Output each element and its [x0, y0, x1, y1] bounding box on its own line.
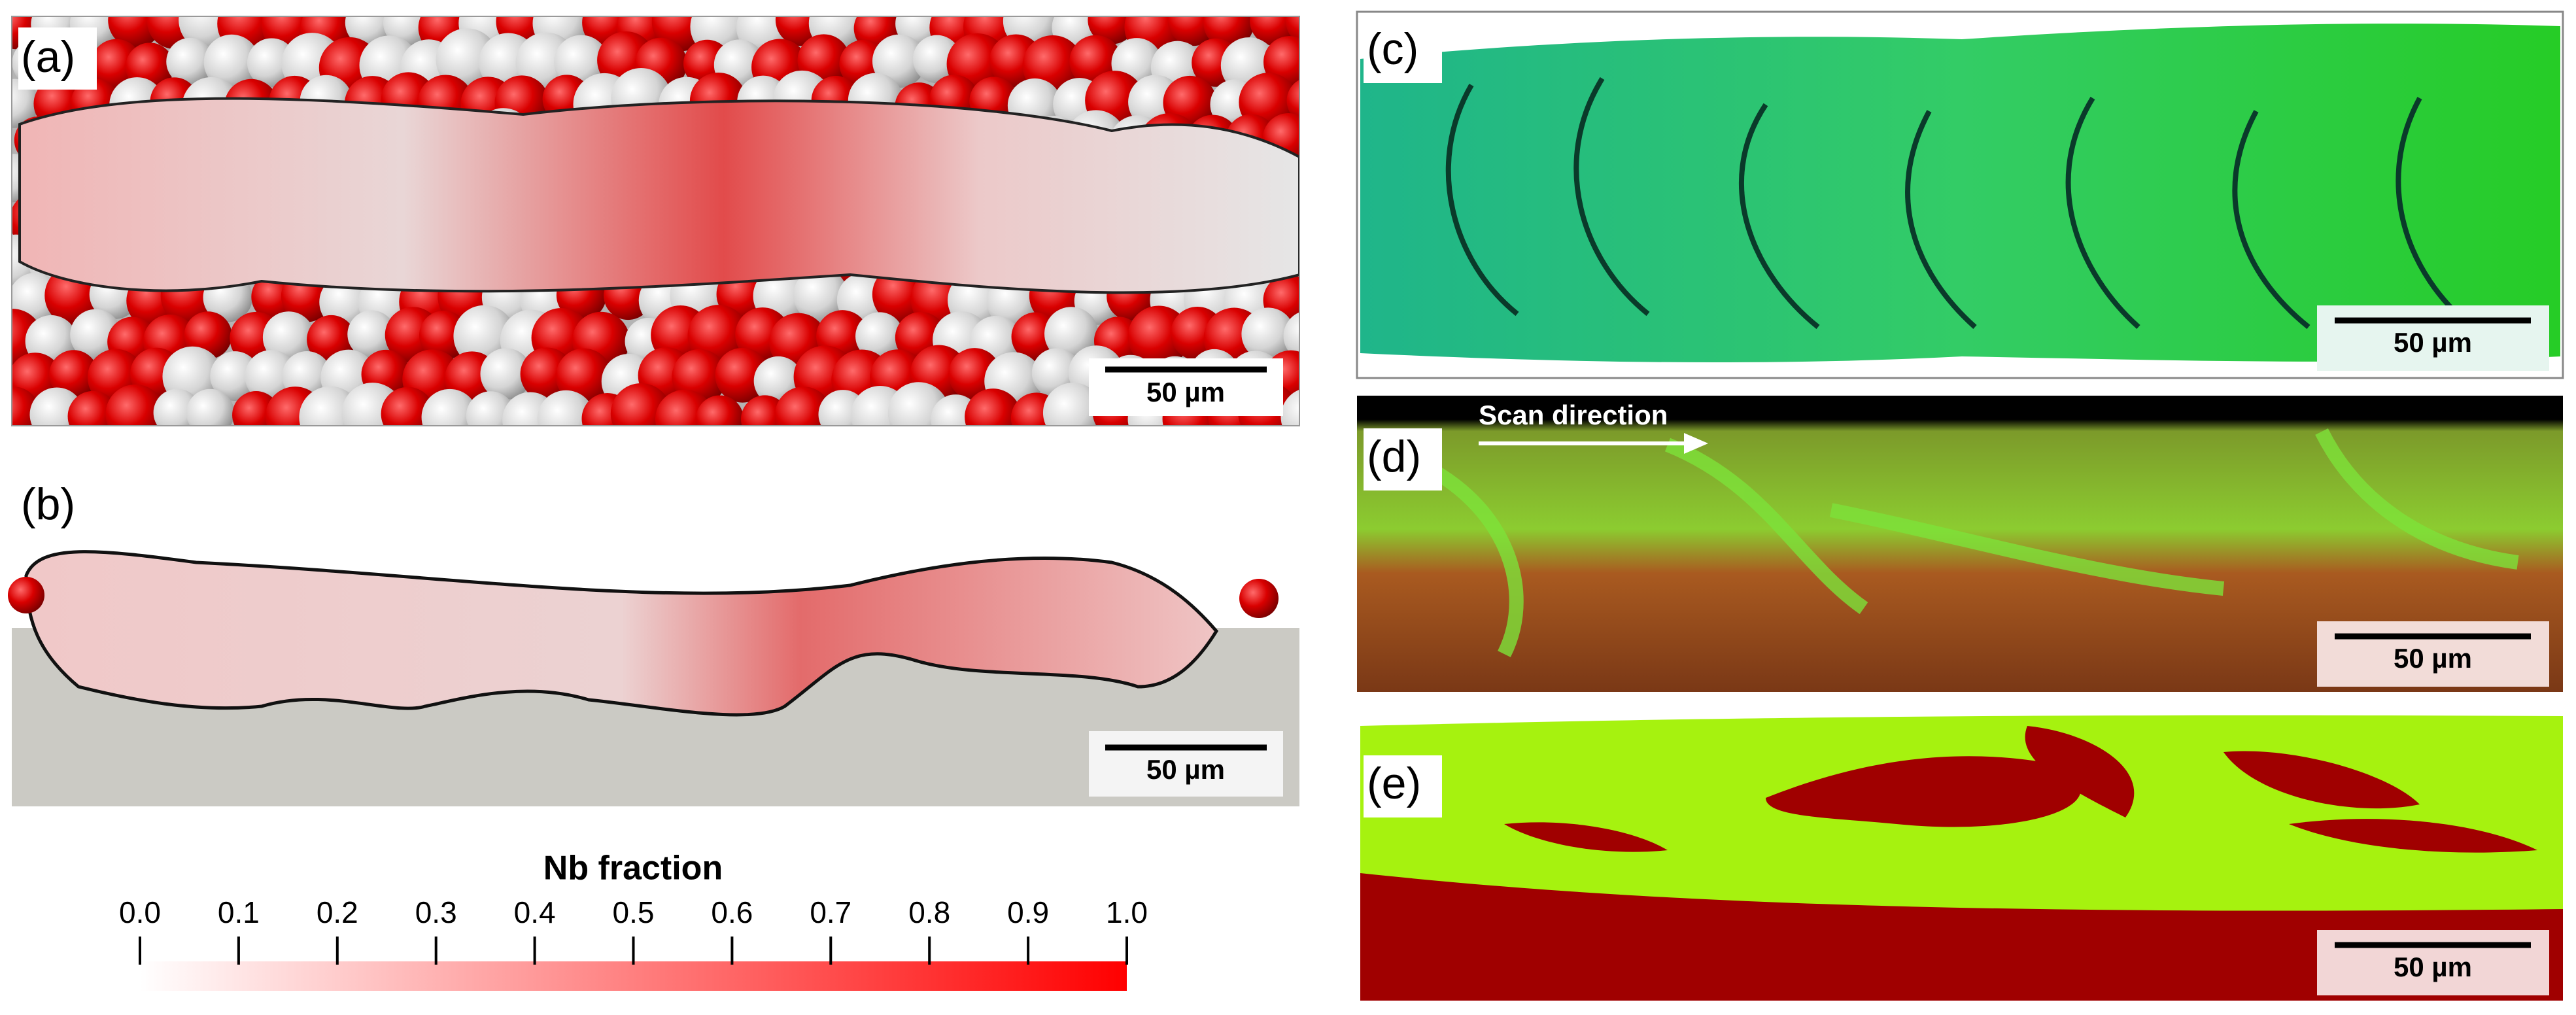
particle [696, 395, 744, 426]
scale-bar-label: 50 µm [1146, 377, 1225, 407]
colorbar-title: Nb fraction [543, 850, 723, 887]
particle [872, 34, 926, 88]
particle [1305, 35, 1364, 94]
scale-bar-box [2317, 930, 2549, 995]
colorbar-tick-label: 0.5 [613, 895, 655, 929]
colorbar-tick-label: 0.9 [1007, 895, 1049, 929]
panel-e: (e) 50 µm [1357, 710, 2563, 1001]
particle [555, 348, 612, 405]
scale-bar-box [2317, 305, 2549, 371]
particle [262, 311, 315, 364]
panel-d: (d) Scan direction 50 µm [1357, 396, 2563, 692]
particle [12, 78, 39, 128]
colorbar-tick-label: 0.6 [711, 895, 753, 929]
panel-frame [11, 16, 1300, 426]
colorbar-tick-label: 0.0 [119, 895, 161, 929]
particle [965, 388, 1022, 426]
particle [1241, 307, 1295, 361]
scale-bar-box [2317, 621, 2549, 687]
colorbar-tick-label: 0.2 [317, 895, 358, 929]
colorbar-tick-label: 0.3 [415, 895, 457, 929]
phase-red [1360, 873, 2563, 1001]
panel-label-box [18, 476, 97, 538]
scan-arrow-head [1684, 433, 1708, 454]
particle [793, 267, 848, 323]
colorbar-tick-label: 0.7 [810, 895, 851, 929]
melt-pool-section [24, 550, 1219, 717]
particle [210, 351, 260, 402]
colorbar-gradient [140, 961, 1127, 991]
panel-label: (a) [21, 32, 75, 82]
colorbar-tick-label: 1.0 [1106, 895, 1148, 929]
particle [203, 34, 260, 90]
panel-label: (d) [1367, 432, 1421, 481]
panel-label-box [1364, 755, 1442, 817]
particle [8, 577, 44, 613]
panel-c: (c) 50 µm [1356, 10, 2564, 379]
panel-label: (c) [1367, 24, 1418, 74]
colorbar-tick-label: 0.4 [514, 895, 556, 929]
panel-label: (e) [1367, 759, 1421, 808]
scale-bar-label: 50 µm [2394, 643, 2472, 674]
particle [49, 350, 99, 400]
particle [1280, 389, 1299, 426]
scale-bar-label: 50 µm [1146, 754, 1225, 785]
particle [855, 312, 904, 360]
panel-label: (b) [21, 479, 75, 529]
particle [1239, 579, 1279, 618]
red-inclusions [1504, 726, 2537, 853]
particle [1286, 80, 1299, 122]
particle [186, 388, 235, 426]
panel-label-box [1364, 428, 1442, 490]
particle [105, 384, 165, 426]
particle [480, 348, 532, 400]
particle [347, 310, 396, 358]
scale-bar-box [1089, 731, 1283, 797]
green-bands [1403, 428, 2519, 657]
particle [774, 387, 833, 426]
particle [1044, 307, 1099, 361]
panel-label-box [18, 27, 97, 90]
particle [1304, 190, 1355, 241]
colorbar-tick-label: 0.1 [218, 895, 260, 929]
particle [1042, 383, 1103, 426]
scan-direction-label: Scan direction [1479, 400, 1668, 430]
ripple-lines [1445, 77, 2474, 330]
scale-bar-label: 50 µm [2394, 327, 2472, 358]
panel-b: (b) 50 µm [8, 465, 1299, 806]
particle [1301, 109, 1358, 167]
scale-bar-label: 50 µm [2394, 952, 2472, 982]
particle [1283, 312, 1299, 360]
panel-a: (a) 50 µm [11, 16, 1364, 426]
colorbar-tick-label: 0.8 [908, 895, 950, 929]
particle [381, 387, 435, 426]
particle [537, 390, 595, 426]
particle [166, 37, 214, 86]
particle [1308, 277, 1357, 326]
particle [421, 388, 479, 426]
colorbar: Nb fraction 0.0 0.1 0.2 0.3 0.4 0.5 0.6 0.7 0.8 0… [119, 850, 1148, 991]
panel-label-box [1364, 21, 1442, 83]
